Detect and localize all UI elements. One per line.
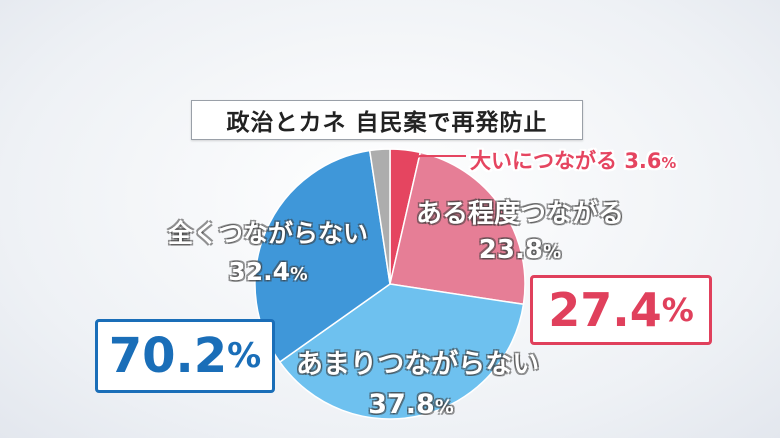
label-slice-not-much-text: あまりつながらない xyxy=(296,349,540,380)
slice-somewhat-yes xyxy=(389,151,526,306)
label-slice-not-much: あまりつながらない 37.8% xyxy=(296,345,540,427)
leader-line xyxy=(403,155,466,163)
slice-not-much xyxy=(278,283,525,420)
total-negative-pct: % xyxy=(227,336,262,376)
slice-no-answer xyxy=(368,148,391,285)
label-slice-strong-yes-value: 3.6 xyxy=(624,149,662,173)
total-positive-value: 27.4 xyxy=(548,283,662,337)
label-slice-strong-yes: 大いにつながる 3.6% xyxy=(470,145,676,175)
total-positive-pct: % xyxy=(661,291,694,329)
label-slice-strong-yes-pct: % xyxy=(661,155,677,172)
chart-title: 政治とカネ 自民案で再発防止 xyxy=(191,100,583,140)
total-positive-box: 27.4% xyxy=(530,275,712,345)
label-slice-somewhat-yes: ある程度つながる 23.8% xyxy=(414,196,626,271)
label-slice-not-much-value: 37.8 xyxy=(368,389,435,420)
label-slice-somewhat-yes-pct: % xyxy=(542,242,562,263)
label-slice-not-at-all-pct: % xyxy=(290,265,308,285)
label-slice-not-at-all-text: 全くつながらない xyxy=(168,219,369,248)
label-slice-not-much-pct: % xyxy=(434,396,454,418)
label-slice-strong-yes-text: 大いにつながる xyxy=(470,149,617,173)
total-negative-box: 70.2% xyxy=(95,319,275,393)
total-negative-value: 70.2 xyxy=(108,328,228,384)
label-slice-somewhat-yes-value: 23.8 xyxy=(478,235,543,265)
label-slice-somewhat-yes-text: ある程度つながる xyxy=(415,199,624,229)
label-slice-not-at-all-value: 32.4 xyxy=(228,257,291,286)
label-slice-not-at-all: 全くつながらない 32.4% xyxy=(168,215,368,294)
